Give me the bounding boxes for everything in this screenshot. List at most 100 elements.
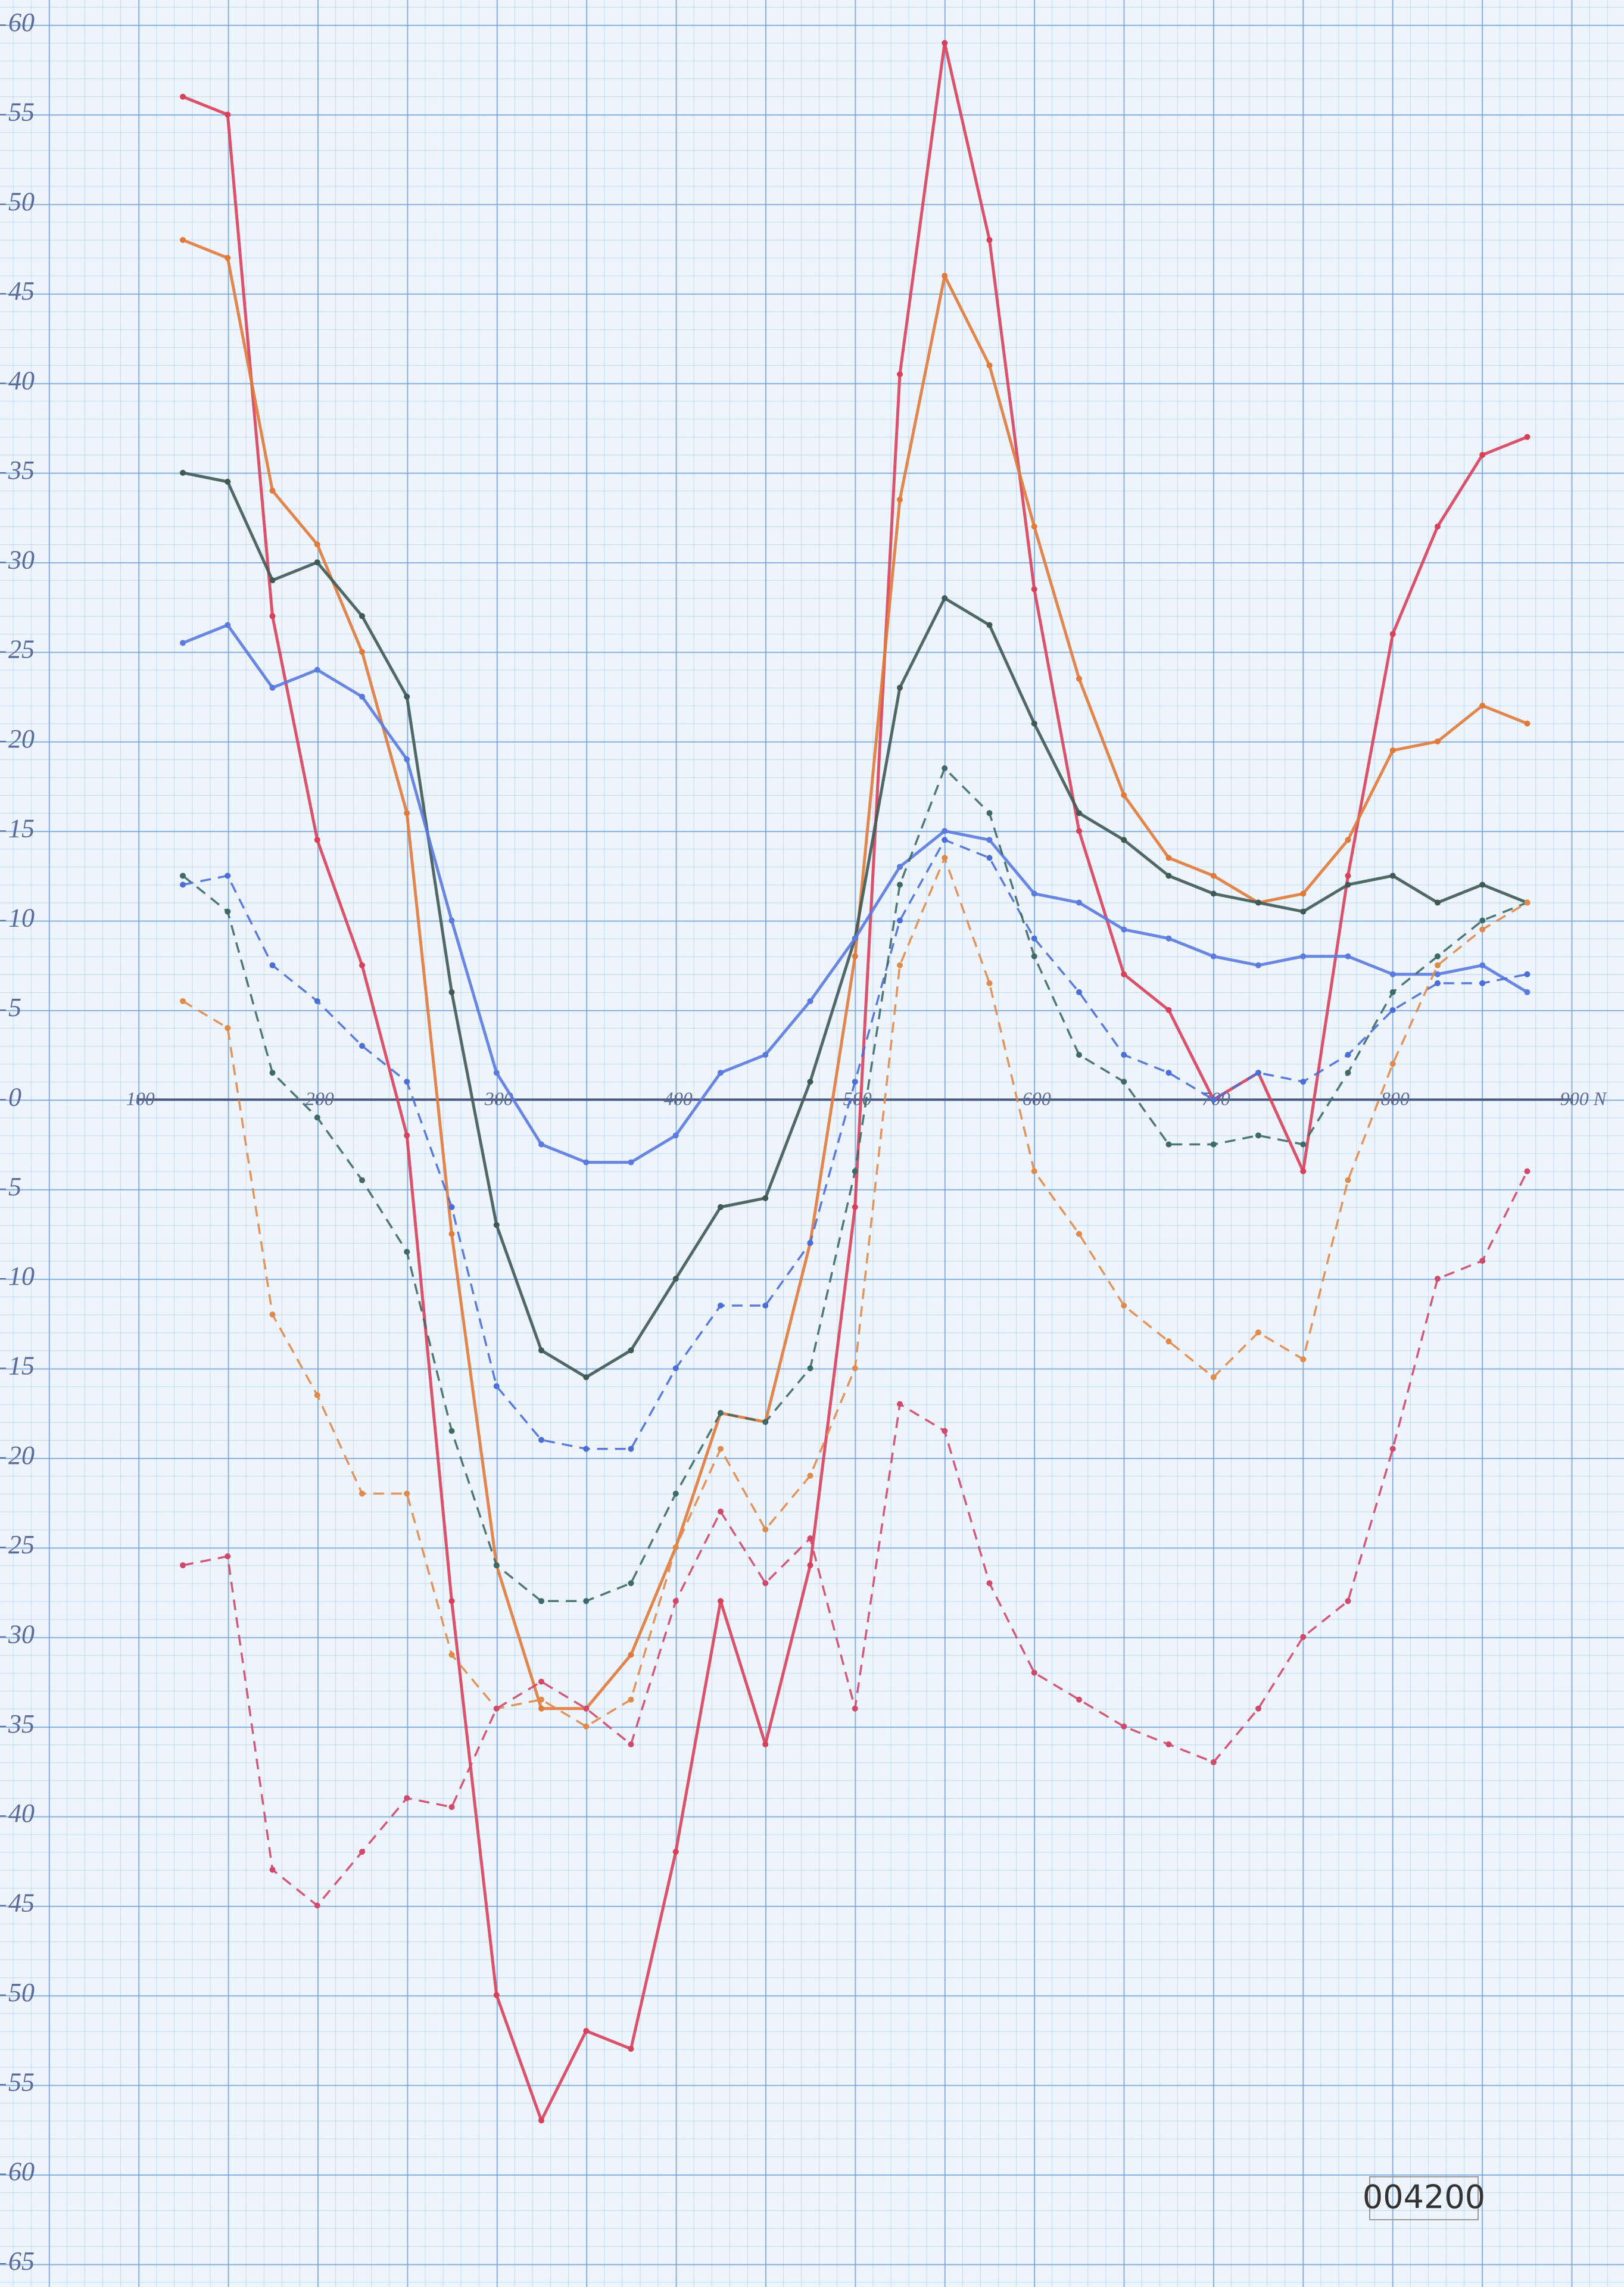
y-tick-label: 15 xyxy=(8,1351,35,1380)
point xyxy=(852,1168,858,1174)
point xyxy=(628,1347,634,1354)
point xyxy=(1210,1096,1217,1103)
point xyxy=(1076,989,1082,995)
point xyxy=(717,1598,724,1604)
point xyxy=(1345,1070,1351,1076)
point xyxy=(672,1132,679,1139)
point xyxy=(1076,1230,1082,1237)
point xyxy=(1076,1696,1082,1703)
y-tick-label: 5 xyxy=(8,1172,21,1201)
point xyxy=(986,810,993,817)
point xyxy=(942,40,948,46)
y-tick-label: 35 xyxy=(8,456,35,485)
point xyxy=(180,469,186,476)
point xyxy=(583,1159,590,1166)
point xyxy=(583,1374,590,1381)
point xyxy=(942,837,948,843)
point xyxy=(1300,890,1307,897)
point xyxy=(538,1598,544,1604)
point xyxy=(1121,792,1127,799)
point xyxy=(1300,1141,1307,1148)
point xyxy=(717,1410,724,1416)
point xyxy=(1389,1007,1396,1013)
annotation: 004200 xyxy=(1363,2179,1485,2216)
y-tick-label: 60 xyxy=(8,2157,35,2186)
point xyxy=(762,1580,769,1587)
point xyxy=(1434,980,1441,986)
point xyxy=(404,756,410,762)
point xyxy=(1165,1741,1172,1747)
point xyxy=(404,810,410,817)
point xyxy=(807,1079,813,1085)
point xyxy=(628,2046,634,2052)
point xyxy=(1434,899,1441,906)
point xyxy=(1165,873,1172,879)
point xyxy=(717,1303,724,1309)
point xyxy=(404,1248,410,1255)
point xyxy=(314,666,320,673)
point xyxy=(717,1070,724,1076)
point xyxy=(628,1159,634,1166)
point xyxy=(1345,837,1351,843)
point xyxy=(538,2117,544,2124)
x-tick-label: 900 N xyxy=(1560,1088,1607,1110)
point xyxy=(269,962,276,968)
point xyxy=(1479,702,1486,709)
point xyxy=(1479,926,1486,933)
point xyxy=(1389,631,1396,637)
point xyxy=(717,1508,724,1515)
point xyxy=(359,962,366,968)
point xyxy=(942,828,948,834)
point xyxy=(1210,1141,1217,1148)
point xyxy=(986,980,993,986)
point xyxy=(1345,881,1351,888)
point xyxy=(942,1428,948,1434)
point xyxy=(359,649,366,655)
point xyxy=(538,1696,544,1703)
y-tick-label: 50 xyxy=(8,1978,35,2007)
point xyxy=(180,881,186,888)
annotation-box xyxy=(1369,2176,1479,2220)
y-tick-label: 10 xyxy=(8,903,35,933)
y-tick-label: 45 xyxy=(8,276,35,306)
point xyxy=(986,362,993,369)
point xyxy=(942,595,948,602)
point xyxy=(404,1079,410,1085)
point xyxy=(1121,1303,1127,1309)
point xyxy=(493,1562,500,1569)
point xyxy=(1345,1177,1351,1183)
point xyxy=(359,693,366,700)
point xyxy=(404,1132,410,1139)
point xyxy=(1434,738,1441,744)
point xyxy=(1165,1338,1172,1345)
point xyxy=(672,1276,679,1282)
point xyxy=(1434,953,1441,959)
point xyxy=(583,2027,590,2034)
point xyxy=(1524,899,1531,906)
point xyxy=(269,1311,276,1318)
point xyxy=(896,371,903,378)
point xyxy=(1479,917,1486,924)
point xyxy=(1345,873,1351,879)
x-tick-label: 100 xyxy=(126,1088,155,1110)
point xyxy=(1210,1374,1217,1381)
point xyxy=(1434,1276,1441,1282)
point xyxy=(448,1428,455,1434)
point xyxy=(1121,926,1127,933)
point xyxy=(1434,524,1441,530)
point xyxy=(1524,1168,1531,1174)
point xyxy=(762,1741,769,1747)
point xyxy=(1434,962,1441,968)
point xyxy=(896,962,903,968)
point xyxy=(762,1419,769,1425)
point xyxy=(942,765,948,772)
point xyxy=(807,1239,813,1246)
point xyxy=(762,1052,769,1058)
point xyxy=(852,953,858,959)
point xyxy=(1255,1070,1261,1076)
point xyxy=(1389,971,1396,977)
point xyxy=(896,881,903,888)
point xyxy=(1031,935,1037,942)
point xyxy=(1524,989,1531,995)
point xyxy=(1031,953,1037,959)
